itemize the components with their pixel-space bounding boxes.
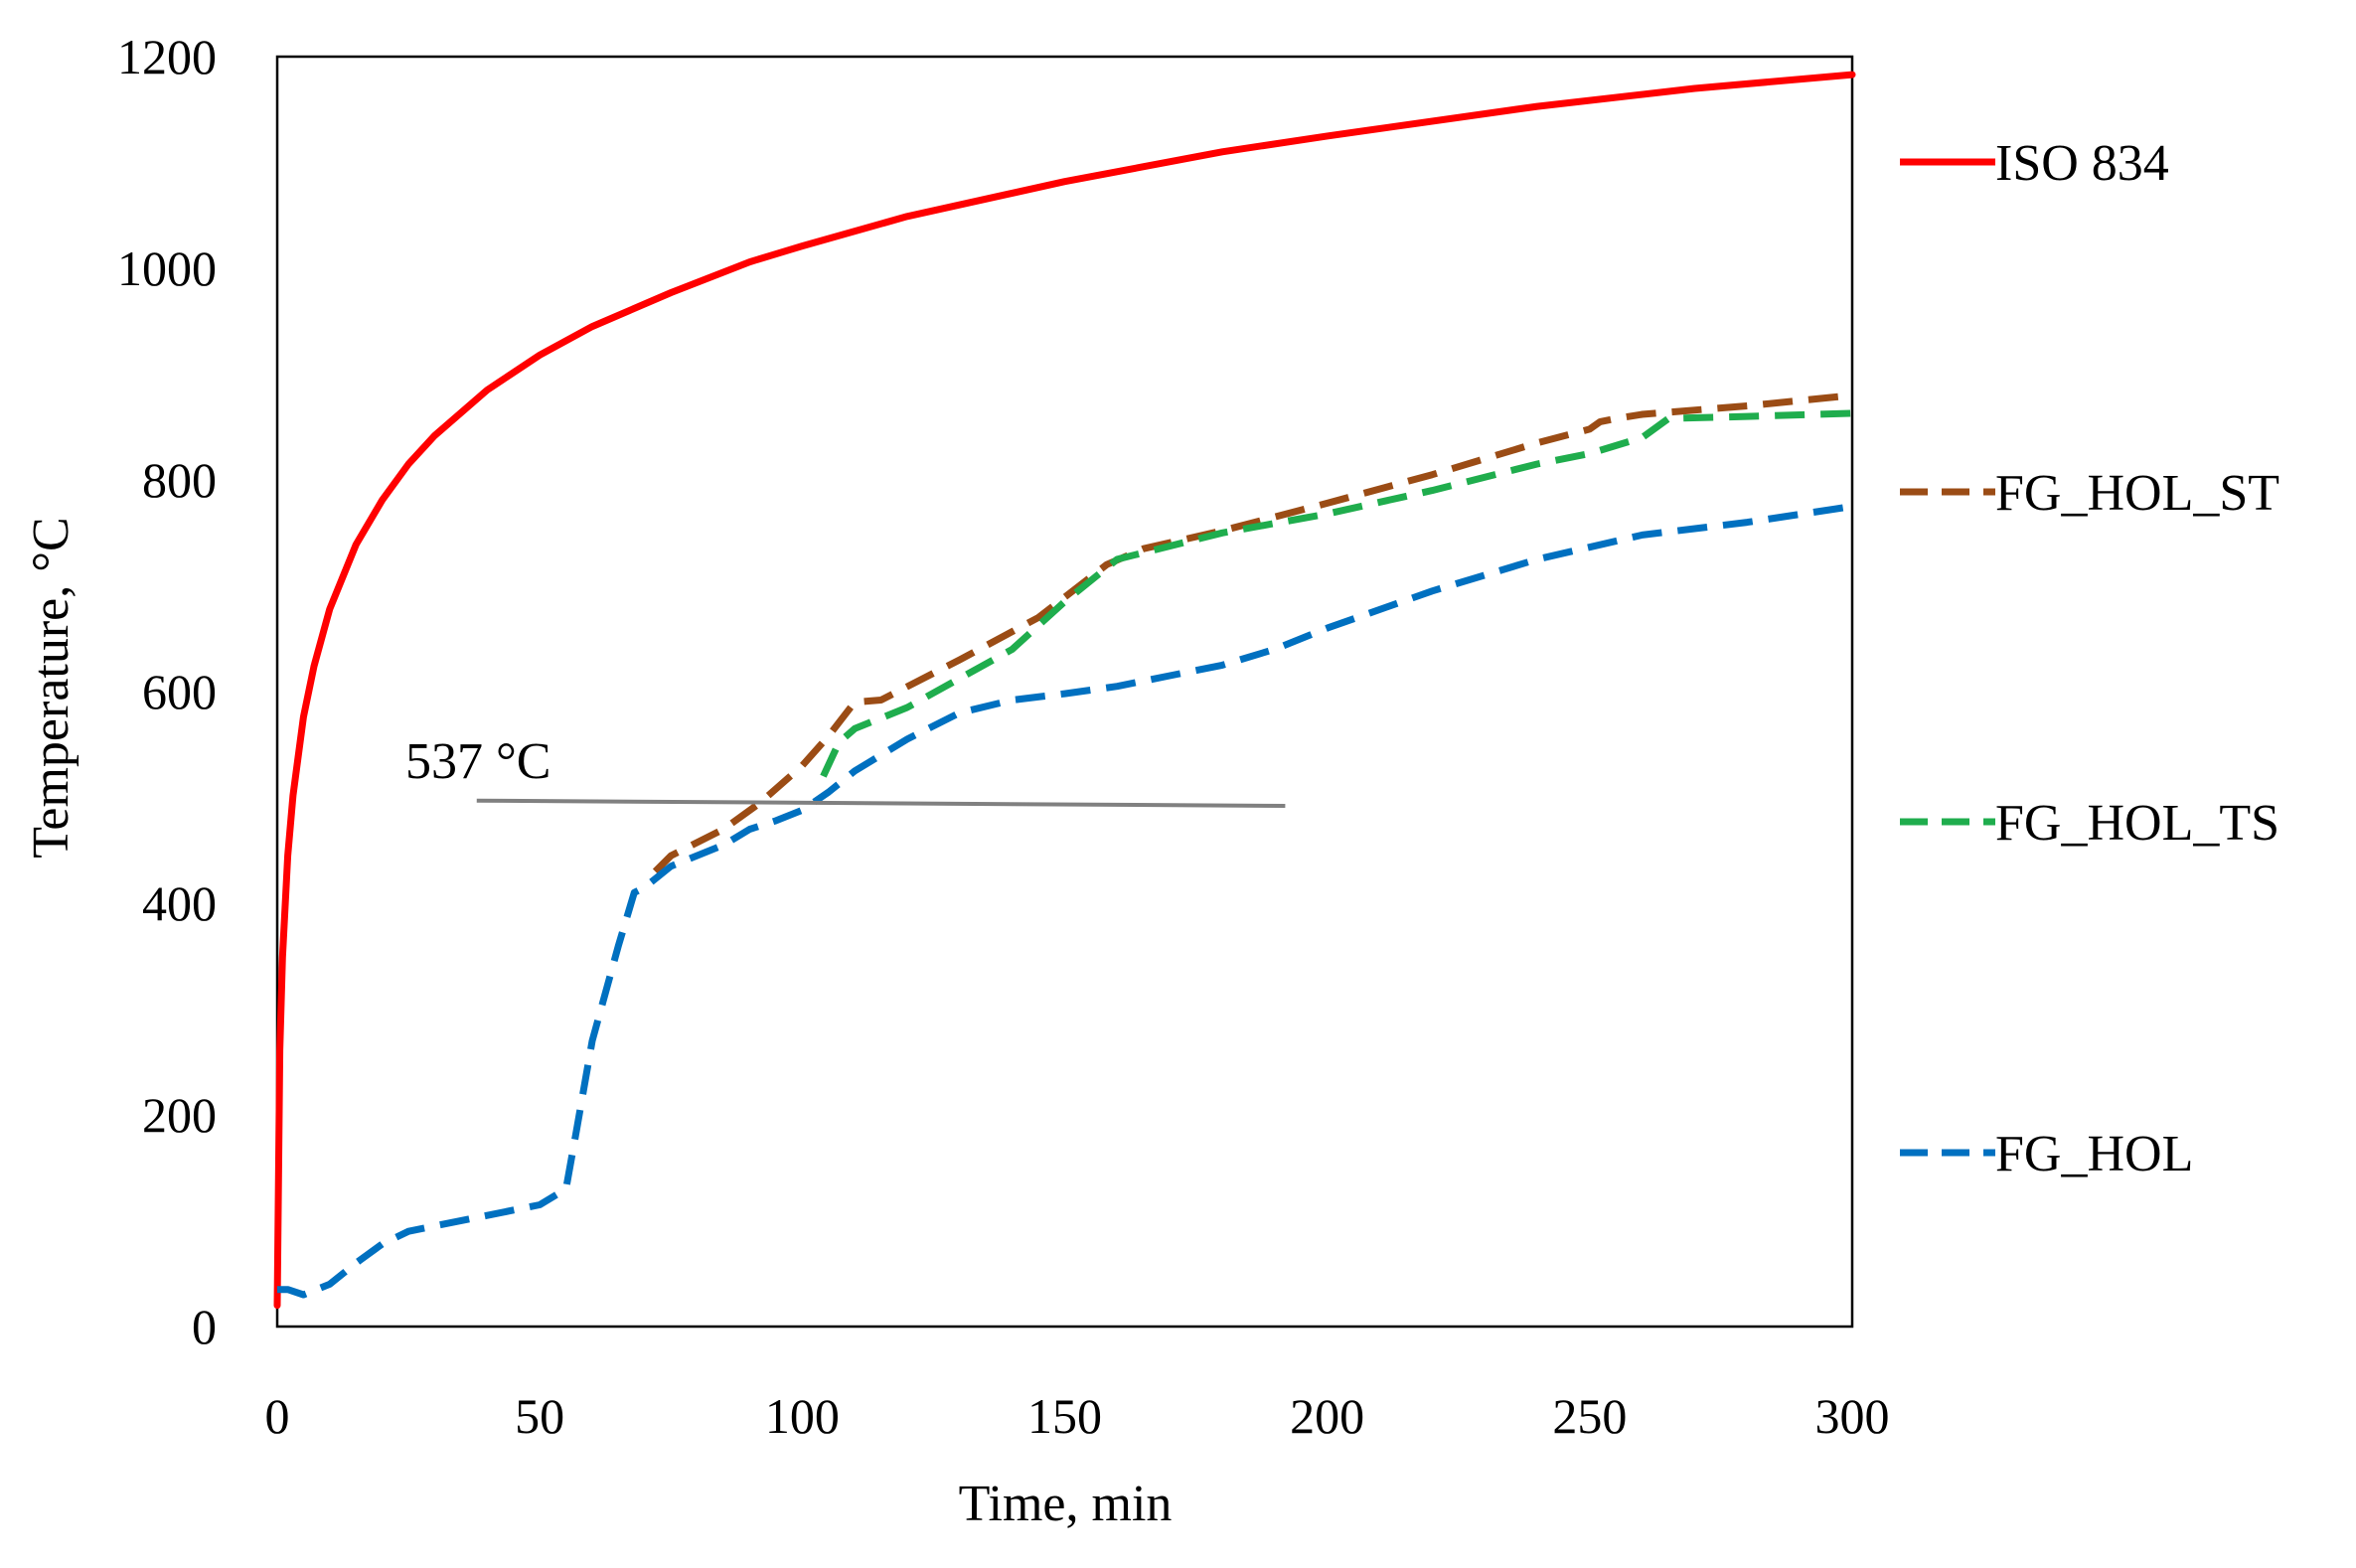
y-tick-label: 400	[142, 875, 217, 931]
ticks-layer: 0 50 100 150 200 250 300 0 200 400 600 800 1000 1200	[117, 29, 1890, 1444]
plot-frame	[275, 55, 1854, 1329]
x-tick-label: 200	[1290, 1388, 1364, 1444]
legend-label: FG_HOL	[1995, 1126, 2193, 1182]
x-axis-title: Time, min	[959, 1476, 1173, 1532]
x-tick-label: 300	[1815, 1388, 1890, 1444]
annotation-layer: 537 °C	[405, 733, 1286, 809]
y-tick-label: 1200	[117, 29, 217, 84]
y-tick-label: 0	[192, 1299, 217, 1354]
x-tick-label: 250	[1552, 1388, 1627, 1444]
reference-line	[476, 798, 1286, 809]
series-line-iso-834	[273, 71, 1856, 1310]
y-tick-label: 800	[142, 452, 217, 508]
x-tick-label: 100	[765, 1388, 840, 1444]
y-axis-title: Temperature, °C	[23, 517, 79, 858]
series-layer	[273, 71, 1856, 1310]
reference-label: 537 °C	[405, 733, 550, 790]
series-line-fg-hol-ts	[820, 409, 1853, 778]
series-line-fg-hol	[277, 503, 1853, 1299]
y-tick-label: 600	[142, 664, 217, 719]
legend-entry-iso-834: ISO 834	[1900, 135, 2169, 192]
legend-label: FG_HOL_ST	[1995, 465, 2279, 522]
legend: ISO 834 FG_HOL_ST FG_HOL_TS FG_HOL	[1900, 135, 2279, 1182]
plot-area	[275, 55, 1854, 1329]
y-tick-label: 1000	[117, 240, 217, 296]
series-line-fg-hol-st	[652, 392, 1853, 874]
y-tick-label: 200	[142, 1087, 217, 1143]
legend-entry-fg-hol: FG_HOL	[1900, 1126, 2193, 1182]
x-tick-label: 150	[1027, 1388, 1102, 1444]
x-tick-label: 0	[265, 1388, 290, 1444]
legend-entry-fg-hol-ts: FG_HOL_TS	[1900, 795, 2279, 852]
legend-entry-fg-hol-st: FG_HOL_ST	[1900, 465, 2279, 522]
legend-label: FG_HOL_TS	[1995, 795, 2279, 852]
legend-label: ISO 834	[1995, 135, 2169, 192]
x-tick-label: 50	[515, 1388, 564, 1444]
